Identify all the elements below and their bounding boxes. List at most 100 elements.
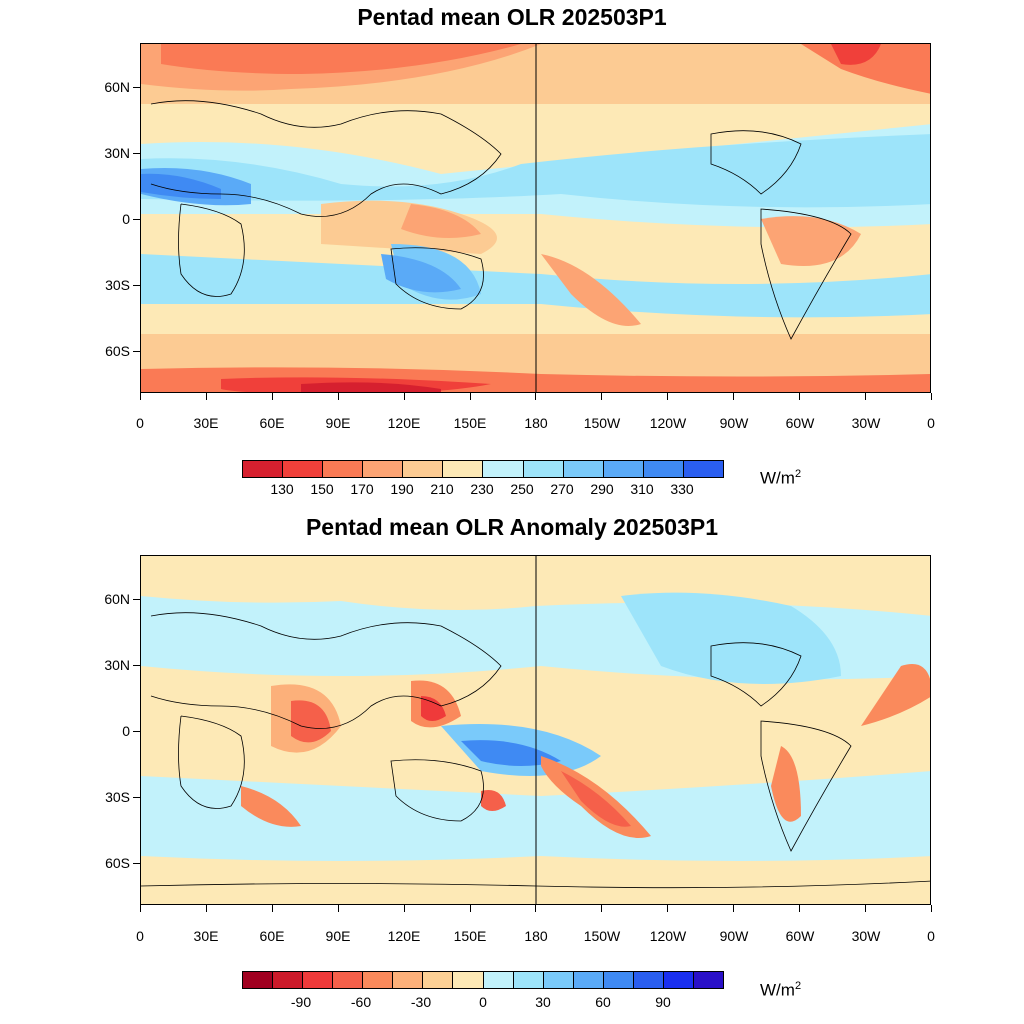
panel1-ylabel: 60N [104,79,130,95]
panel1-xlabel: 60E [259,415,285,431]
panel1-colorbar-label: 190 [390,481,414,497]
x-tick [601,393,603,400]
x-tick [667,393,669,400]
colorbar-swatch [323,461,364,477]
panel2-xlabel: 180 [524,928,548,944]
y-tick [133,731,140,732]
panel2-title: Pentad mean OLR Anomaly 202503P1 [305,514,719,540]
colorbar-swatch [543,972,574,988]
y-tick [133,219,140,220]
colorbar-swatch [513,972,544,988]
x-tick [930,393,932,400]
panel2-colorbar-label: 90 [655,994,671,1010]
panel2-xlabel: 60W [785,928,815,944]
colorbar-swatch [633,972,664,988]
x-tick [205,393,207,400]
panel2-anomaly-field [141,556,930,904]
panel2-anomaly-map [140,555,931,905]
panel2-xlabel: 60E [259,928,285,944]
panel1-colorbar-label: 330 [670,481,694,497]
colorbar-swatch [693,972,723,988]
colorbar-swatch [333,972,364,988]
colorbar-swatch [603,972,634,988]
x-tick [733,393,735,400]
panel2-colorbar [242,971,724,989]
panel2-xlabel: 150E [453,928,487,944]
x-tick [864,905,866,912]
panel1-colorbar-label: 310 [630,481,654,497]
panel1-xlabel: 120W [649,415,687,431]
x-tick [799,393,800,400]
panel1-xlabel: 90W [719,415,749,431]
x-tick [667,905,669,912]
panel1-colorbar-label: 270 [550,481,574,497]
panel2-xlabel: 150W [583,928,621,944]
colorbar-swatch [363,972,394,988]
colorbar-swatch [523,461,564,477]
panel1-xlabel: 30E [193,415,219,431]
panel2-colorbar-label: 30 [535,994,551,1010]
y-tick [133,665,140,666]
panel1-xlabel: 60W [785,415,815,431]
x-tick [337,393,339,400]
y-tick [133,863,140,864]
colorbar-swatch [403,461,444,477]
colorbar-swatch [573,972,604,988]
colorbar-swatch [483,972,514,988]
panel1-xlabel: 30W [851,415,881,431]
panel1-olr-field [141,44,930,392]
colorbar-swatch [303,972,334,988]
colorbar-swatch [273,972,304,988]
panel2-ylabel: 60S [105,855,130,871]
panel2-colorbar-label: 60 [595,994,611,1010]
panel1-xlabel: 180 [524,415,548,431]
x-tick [403,393,405,400]
x-tick [403,905,405,912]
panel2-ylabel: 0 [122,723,130,739]
x-tick [337,905,339,912]
panel2-ylabel: 30N [104,657,130,673]
panel1-units: W/m2 [760,468,802,488]
panel1-xlabel: 150E [453,415,487,431]
panel1-colorbar-label: 150 [310,481,334,497]
x-tick [140,905,141,912]
panel1-xlabel: 120E [387,415,421,431]
x-tick [535,393,537,400]
panel2-colorbar-label: 0 [479,994,487,1010]
panel2-ylabel: 60N [104,591,130,607]
x-tick [469,905,471,912]
y-tick [133,797,140,798]
panel2-xlabel: 120W [649,928,687,944]
colorbar-swatch [563,461,604,477]
panel1-ylabel: 30S [105,277,130,293]
panel1-colorbar-label: 250 [510,481,534,497]
panel2-xlabel: 0 [136,928,144,944]
colorbar-swatch [363,461,404,477]
colorbar-swatch [683,461,723,477]
x-tick [733,905,735,912]
panel2-xlabel: 30W [851,928,881,944]
colorbar-swatch [393,972,424,988]
panel1-ylabel: 30N [104,145,130,161]
panel1-colorbar-label: 130 [270,481,294,497]
x-tick [271,393,273,400]
colorbar-swatch [243,972,274,988]
colorbar-swatch [603,461,644,477]
colorbar-swatch [243,461,284,477]
panel2-xlabel: 90W [719,928,749,944]
panel1-xlabel: 90E [325,415,351,431]
panel1-xlabel: 0 [927,415,935,431]
panel2-xlabel: 30E [193,928,219,944]
panel2-colorbar-label: -30 [410,994,432,1010]
x-tick [864,393,866,400]
panel2-xlabel: 90E [325,928,351,944]
colorbar-swatch [283,461,324,477]
panel1-ylabel: 0 [122,211,130,227]
y-tick [133,87,140,88]
panel2-colorbar-label: -60 [350,994,372,1010]
colorbar-swatch [423,972,454,988]
panel1-olr-map [140,43,931,393]
y-tick [133,285,140,286]
y-tick [133,599,140,600]
y-tick [133,351,140,352]
